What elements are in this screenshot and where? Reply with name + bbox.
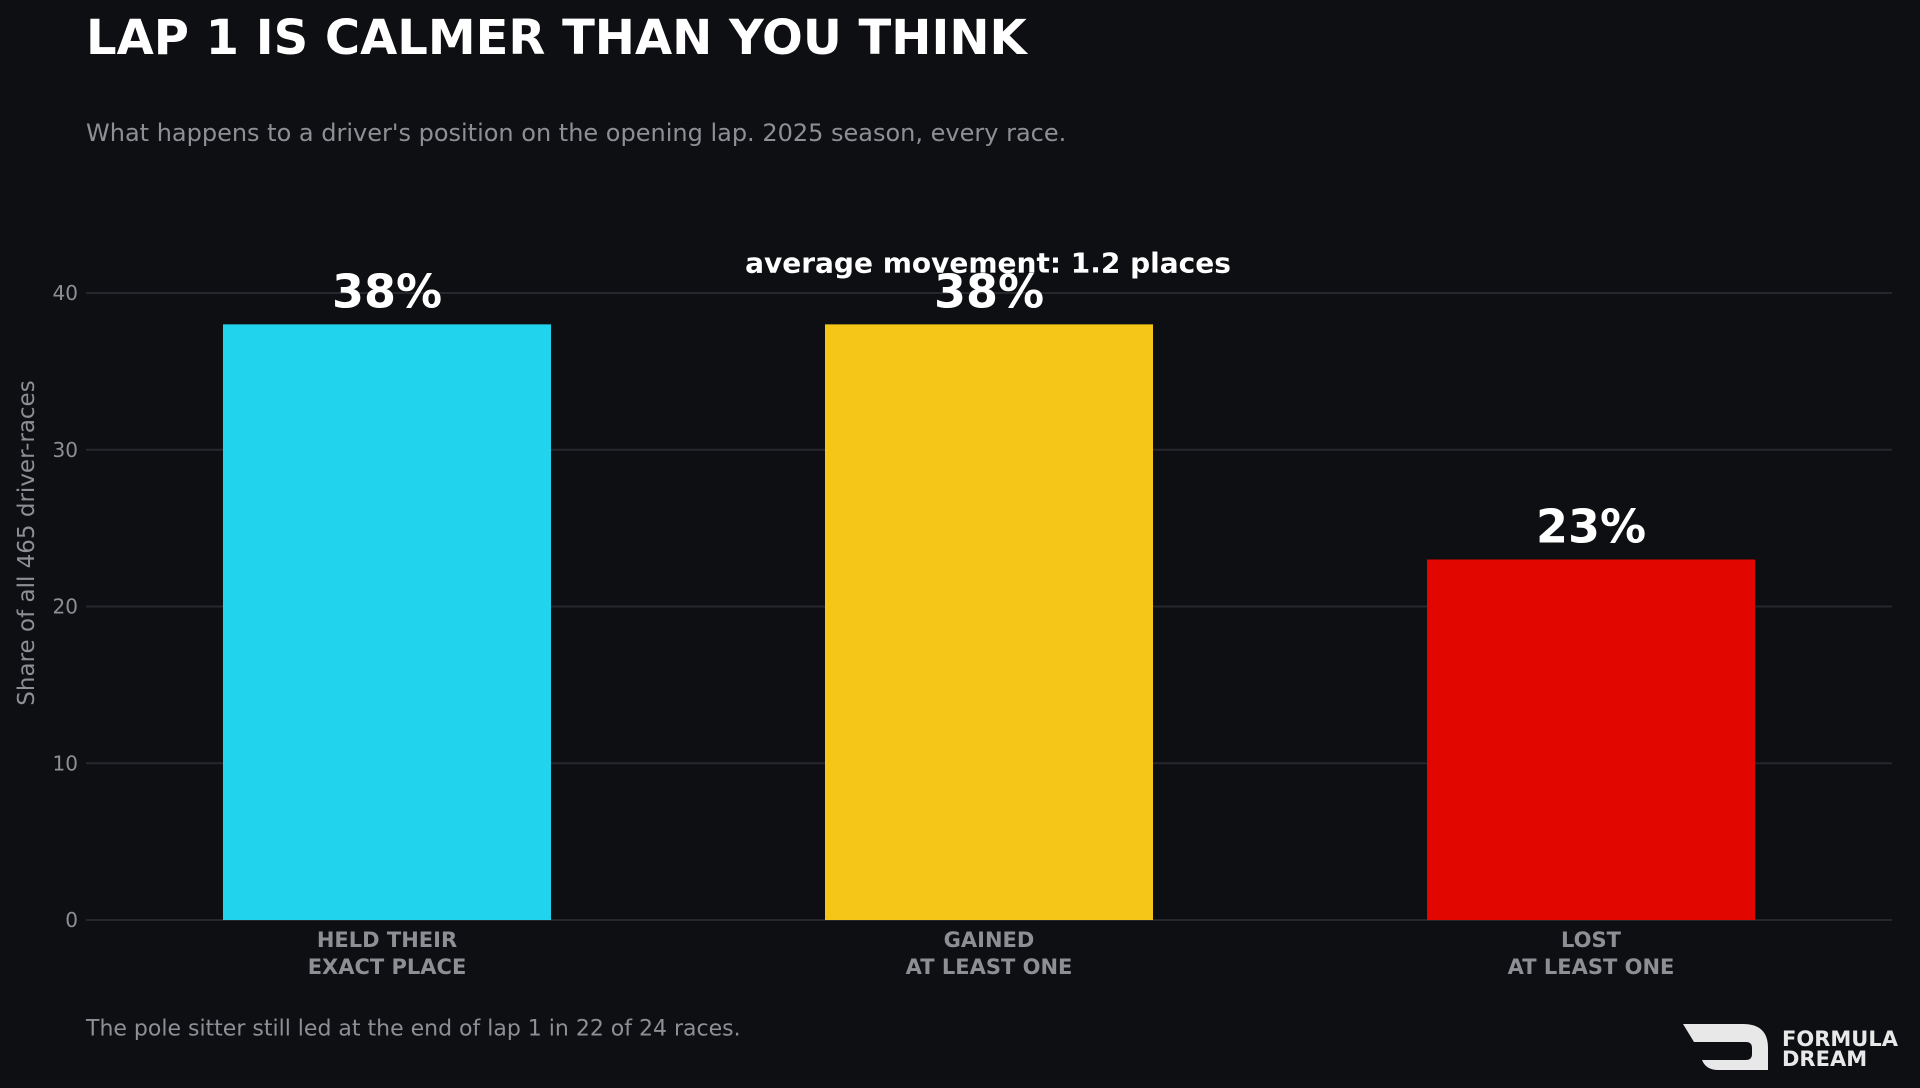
y-tick-label: 0: [65, 908, 78, 932]
value-label: 38%: [332, 264, 442, 318]
y-tick-label: 40: [53, 281, 78, 305]
chart-subtitle: What happens to a driver's position on t…: [86, 119, 1066, 147]
logo-icon: [1683, 1024, 1768, 1070]
y-tick-label: 10: [53, 751, 78, 775]
logo-text: FORMULA: [1782, 1027, 1899, 1051]
chart-title: LAP 1 IS CALMER THAN YOU THINK: [86, 10, 1028, 66]
logo: FORMULA DREAM: [1683, 1024, 1899, 1071]
x-tick-label: LOST: [1561, 928, 1622, 952]
y-tick-label: 30: [53, 438, 78, 462]
y-axis-label: Share of all 465 driver-races: [14, 380, 40, 705]
x-tick-label: HELD THEIR: [317, 928, 457, 952]
logo-text: DREAM: [1782, 1047, 1867, 1071]
footnote: The pole sitter still led at the end of …: [85, 1017, 741, 1042]
value-label: 23%: [1536, 499, 1646, 553]
bar: [223, 324, 551, 921]
y-tick-label: 20: [53, 595, 78, 619]
logo-icon-cut: [1693, 1044, 1739, 1054]
x-tick-label: AT LEAST ONE: [906, 955, 1073, 979]
value-label: 38%: [934, 264, 1044, 318]
bar: [825, 324, 1153, 921]
x-tick-label: EXACT PLACE: [308, 955, 467, 979]
x-tick-label: AT LEAST ONE: [1508, 955, 1675, 979]
bar: [1427, 559, 1755, 920]
annotation: average movement: 1.2 places: [745, 247, 1231, 280]
x-tick-label: GAINED: [944, 928, 1035, 952]
